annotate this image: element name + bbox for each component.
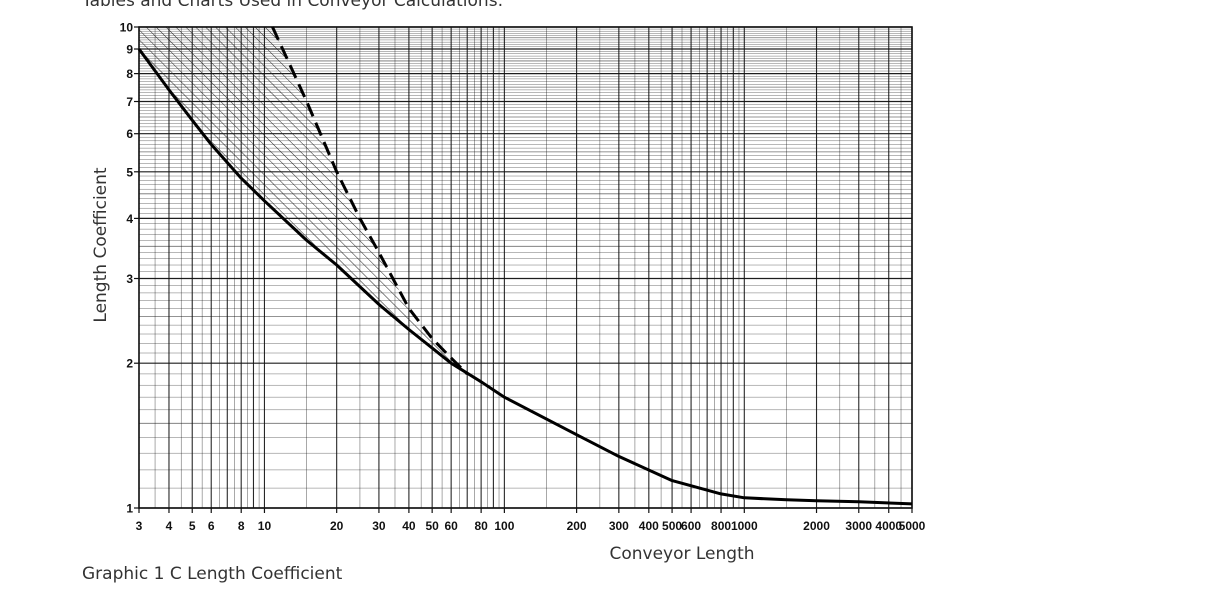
x-tick-label: 5 — [189, 519, 196, 533]
x-tick-label: 30 — [372, 519, 386, 533]
x-tick-label: 20 — [330, 519, 344, 533]
y-tick-label: 2 — [126, 357, 133, 371]
y-tick-label: 10 — [120, 21, 134, 35]
y-tick-label: 1 — [126, 502, 133, 516]
x-tick-label: 8 — [238, 519, 245, 533]
header-text: Tables and Charts Used in Conveyor Calcu… — [82, 0, 504, 11]
x-tick-label: 6 — [208, 519, 215, 533]
series-line-solid — [137, 48, 913, 506]
y-tick-label: 6 — [126, 127, 133, 141]
x-tick-label: 50 — [425, 519, 439, 533]
x-tick-label: 40 — [402, 519, 416, 533]
x-tick-label: 400 — [639, 519, 659, 533]
y-tick-label: 4 — [126, 212, 133, 226]
x-tick-label: 300 — [609, 519, 629, 533]
y-tick-label: 9 — [126, 43, 133, 57]
x-tick-label: 5000 — [899, 519, 926, 533]
hatched-region — [139, 27, 468, 374]
y-tick-labels: 1 2 3 4 5 6 7 8 9 10 — [120, 21, 139, 516]
x-tick-label: 2000 — [803, 519, 830, 533]
x-tick-label: 800 — [711, 519, 731, 533]
x-tick-label: 80 — [474, 519, 488, 533]
y-tick-label: 5 — [126, 165, 133, 179]
x-tick-label: 100 — [494, 519, 514, 533]
x-tick-label: 600 — [681, 519, 701, 533]
series-line-dashed — [271, 26, 469, 375]
plot-frame — [138, 26, 913, 509]
x-tick-label: 4000 — [875, 519, 902, 533]
x-tick-label: 3000 — [845, 519, 872, 533]
x-tick-label: 500 — [662, 519, 682, 533]
x-tick-label: 60 — [444, 519, 458, 533]
x-tick-label: 1000 — [731, 519, 758, 533]
x-axis-label: Conveyor Length — [609, 544, 754, 564]
x-tick-label: 3 — [136, 519, 143, 533]
x-tick-label: 4 — [166, 519, 173, 533]
x-tick-label: 200 — [567, 519, 587, 533]
y-tick-label: 8 — [126, 67, 133, 81]
y-tick-label: 7 — [126, 95, 133, 109]
x-tick-label: 10 — [258, 519, 272, 533]
y-tick-label: 3 — [126, 272, 133, 286]
series-layer — [137, 26, 913, 506]
figure-caption: Graphic 1 C Length Coefficient — [82, 564, 343, 584]
y-axis-label: Length Coefficient — [91, 167, 111, 323]
